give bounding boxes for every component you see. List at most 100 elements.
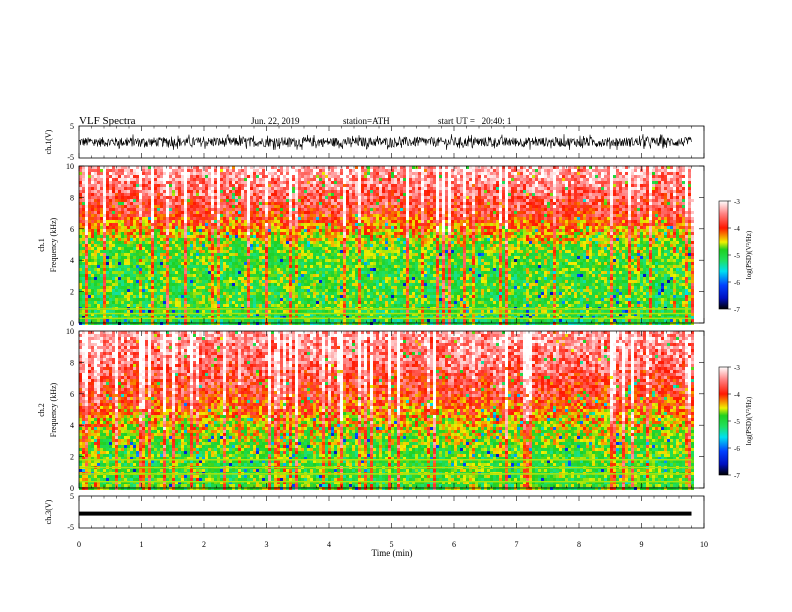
spectrogram-cell <box>319 295 322 298</box>
spectrogram-cell <box>94 280 97 283</box>
spectrogram-cell <box>235 226 238 229</box>
spectrogram-cell <box>280 187 283 190</box>
spectrogram-cell <box>196 268 199 271</box>
spectrogram-cell <box>301 172 304 175</box>
spectrogram-cell <box>217 301 220 304</box>
spectrogram-cell <box>199 166 202 169</box>
spectrogram-cell <box>289 178 292 181</box>
spectrogram-cell <box>136 274 139 277</box>
spectrogram-cell <box>268 286 271 289</box>
spectrogram-cell <box>307 211 310 214</box>
spectrogram-cell <box>205 247 208 250</box>
spectrogram-cell <box>160 298 163 301</box>
spectrogram-cell <box>250 184 253 187</box>
spectrogram-cell <box>166 277 169 280</box>
spectrogram-cell <box>292 253 295 256</box>
spectrogram-cell <box>94 292 97 295</box>
spectrogram-cell <box>124 223 127 226</box>
spectrogram-cell <box>142 190 145 193</box>
spectrogram-cell <box>187 205 190 208</box>
spectrogram-cell <box>202 196 205 199</box>
spectrogram-cell <box>340 289 343 292</box>
spectrogram-cell <box>271 295 274 298</box>
spectrogram-cell <box>205 178 208 181</box>
spectrogram-cell <box>259 214 262 217</box>
spectrogram-cell <box>100 304 103 307</box>
spectrogram-cell <box>292 181 295 184</box>
spectrogram-cell <box>127 235 130 238</box>
spectrogram-cell <box>79 253 82 256</box>
spectrogram-cell <box>334 223 337 226</box>
spectrogram-cell <box>337 202 340 205</box>
spectrogram-cell <box>241 208 244 211</box>
spectrogram-cell <box>118 187 121 190</box>
spectrogram-cell <box>115 310 118 313</box>
spectrogram-cell <box>265 235 268 238</box>
spectrogram-cell <box>190 298 193 301</box>
spectrogram-cell <box>250 169 253 172</box>
spectrogram-cell <box>82 199 85 202</box>
spectrogram-cell <box>118 205 121 208</box>
spectrogram-cell <box>352 268 355 271</box>
spectrogram-cell <box>154 202 157 205</box>
spectrogram-cell <box>265 196 268 199</box>
spectrogram-cell <box>208 286 211 289</box>
spectrogram-cell <box>337 292 340 295</box>
spectrogram-cell <box>226 220 229 223</box>
spectrogram-cell <box>325 298 328 301</box>
spectrogram-cell <box>280 235 283 238</box>
spectrogram-cell <box>106 271 109 274</box>
spectrogram-cell <box>112 184 115 187</box>
spectrogram-cell <box>337 244 340 247</box>
spectrogram-cell <box>271 166 274 169</box>
spectrogram-cell <box>289 301 292 304</box>
spectrogram-cell <box>325 202 328 205</box>
spectrogram-cell <box>205 208 208 211</box>
spectrogram-cell <box>313 220 316 223</box>
spectrogram-cell <box>289 277 292 280</box>
spectrogram-cell <box>202 298 205 301</box>
spectrogram-cell <box>79 166 82 169</box>
spectrogram-cell <box>271 202 274 205</box>
spectrogram-cell <box>181 295 184 298</box>
spectrogram-cell <box>151 298 154 301</box>
spectrogram-cell <box>199 241 202 244</box>
spectrogram-cell <box>208 175 211 178</box>
spectrogram-cell <box>178 232 181 235</box>
spectrogram-cell <box>220 301 223 304</box>
spectrogram-cell <box>85 178 88 181</box>
spectrogram-cell <box>241 271 244 274</box>
spectrogram-cell <box>280 244 283 247</box>
spectrogram-cell <box>226 223 229 226</box>
spectrogram-cell <box>151 217 154 220</box>
spectrogram-cell <box>352 310 355 313</box>
spectrogram-cell <box>331 310 334 313</box>
spectrogram-cell <box>295 244 298 247</box>
spectrogram-cell <box>133 217 136 220</box>
spectrogram-cell <box>337 298 340 301</box>
spectrogram-cell <box>205 166 208 169</box>
spectrogram-cell <box>217 235 220 238</box>
spectrogram-cell <box>88 304 91 307</box>
ch1-spectrogram-image <box>79 166 694 325</box>
spectrogram-cell <box>307 190 310 193</box>
spectrogram-cell <box>352 172 355 175</box>
spectrogram-cell <box>325 232 328 235</box>
spectrogram-cell <box>346 304 349 307</box>
spectrogram-cell <box>199 247 202 250</box>
spectrogram-cell <box>199 181 202 184</box>
spectrogram-cell <box>115 211 118 214</box>
spectrogram-cell <box>358 265 361 268</box>
spectrogram-cell <box>241 310 244 313</box>
spectrogram-cell <box>268 235 271 238</box>
spectrogram-cell <box>256 274 259 277</box>
spectrogram-cell <box>235 202 238 205</box>
spectrogram-cell <box>205 286 208 289</box>
spectrogram-cell <box>322 268 325 271</box>
spectrogram-cell <box>124 211 127 214</box>
spectrogram-cell <box>325 175 328 178</box>
spectrogram-cell <box>106 298 109 301</box>
spectrogram-cell <box>220 304 223 307</box>
spectrogram-cell <box>343 217 346 220</box>
spectrogram-cell <box>304 241 307 244</box>
